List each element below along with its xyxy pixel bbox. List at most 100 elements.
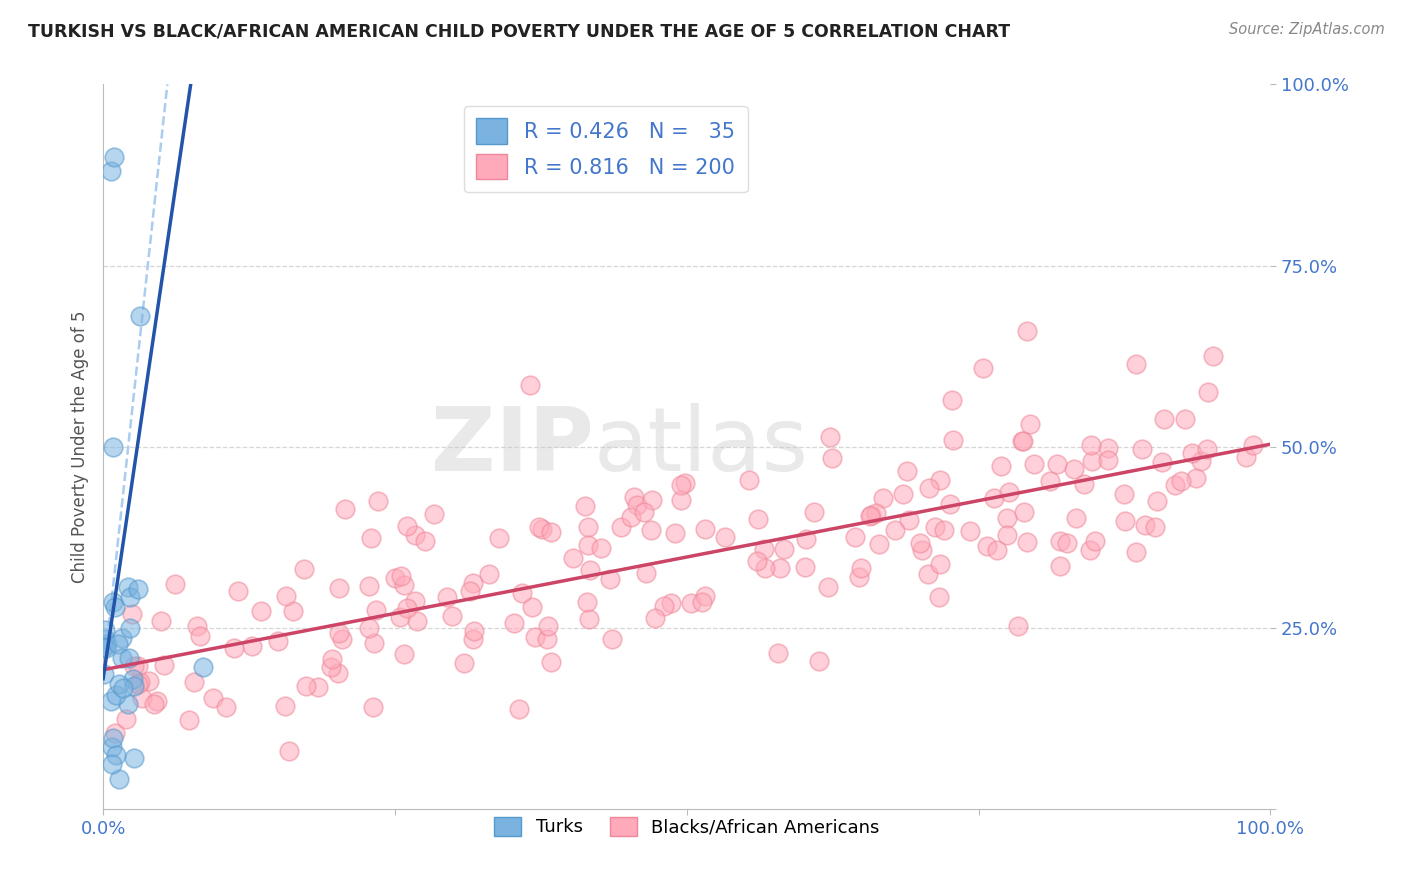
Point xyxy=(120,590,142,604)
Point xyxy=(103,150,125,164)
Point xyxy=(101,595,124,609)
Point xyxy=(1143,520,1166,534)
Point xyxy=(124,751,146,765)
Point xyxy=(321,652,343,666)
Point xyxy=(117,698,139,712)
Point xyxy=(917,567,939,582)
Point xyxy=(127,582,149,596)
Point xyxy=(681,596,703,610)
Point xyxy=(995,528,1018,542)
Point xyxy=(463,624,485,639)
Point xyxy=(633,505,655,519)
Point xyxy=(395,519,418,533)
Point xyxy=(100,739,122,754)
Point xyxy=(267,634,290,648)
Point xyxy=(292,562,315,576)
Point xyxy=(101,756,124,771)
Point xyxy=(115,712,138,726)
Point xyxy=(488,531,510,545)
Point xyxy=(364,602,387,616)
Point xyxy=(1234,450,1257,464)
Point xyxy=(1185,471,1208,485)
Point xyxy=(636,566,658,580)
Point xyxy=(423,507,446,521)
Point xyxy=(274,699,297,714)
Point xyxy=(1007,619,1029,633)
Point xyxy=(111,681,134,695)
Point xyxy=(330,632,353,646)
Y-axis label: Child Poverty Under the Age of 5: Child Poverty Under the Age of 5 xyxy=(72,310,89,583)
Point xyxy=(600,632,623,646)
Point xyxy=(108,772,131,787)
Point xyxy=(94,623,117,637)
Legend: Turks, Blacks/African Americans: Turks, Blacks/African Americans xyxy=(486,810,887,844)
Point xyxy=(127,677,149,691)
Point xyxy=(1046,457,1069,471)
Point xyxy=(104,726,127,740)
Point xyxy=(671,493,693,508)
Text: ZIP: ZIP xyxy=(430,403,593,491)
Point xyxy=(803,505,825,519)
Point xyxy=(818,429,841,443)
Point xyxy=(183,675,205,690)
Point xyxy=(1125,545,1147,559)
Point xyxy=(96,636,118,650)
Point xyxy=(659,596,682,610)
Point xyxy=(1078,542,1101,557)
Point xyxy=(461,632,484,647)
Point xyxy=(1080,438,1102,452)
Point xyxy=(579,563,602,577)
Point xyxy=(328,626,350,640)
Point xyxy=(191,659,214,673)
Point xyxy=(884,523,907,537)
Point xyxy=(392,647,415,661)
Point xyxy=(1066,511,1088,525)
Point xyxy=(122,672,145,686)
Point xyxy=(1170,474,1192,488)
Point xyxy=(959,524,981,539)
Point xyxy=(107,677,129,691)
Point xyxy=(540,656,562,670)
Point xyxy=(392,577,415,591)
Point xyxy=(215,700,238,714)
Point xyxy=(860,508,883,523)
Point xyxy=(576,594,599,608)
Point xyxy=(222,640,245,655)
Point xyxy=(404,594,426,608)
Point xyxy=(127,658,149,673)
Point xyxy=(363,636,385,650)
Text: TURKISH VS BLACK/AFRICAN AMERICAN CHILD POVERTY UNDER THE AGE OF 5 CORRELATION C: TURKISH VS BLACK/AFRICAN AMERICAN CHILD … xyxy=(28,22,1011,40)
Point xyxy=(131,691,153,706)
Point xyxy=(576,538,599,552)
Point xyxy=(1017,324,1039,338)
Point xyxy=(202,691,225,706)
Point xyxy=(367,493,389,508)
Point xyxy=(893,487,915,501)
Point xyxy=(536,632,558,646)
Point xyxy=(1130,442,1153,456)
Point xyxy=(129,310,152,324)
Point xyxy=(574,499,596,513)
Point xyxy=(986,543,1008,558)
Point xyxy=(440,609,463,624)
Point xyxy=(794,559,817,574)
Point xyxy=(361,699,384,714)
Point xyxy=(589,541,612,556)
Point xyxy=(249,604,271,618)
Point xyxy=(713,530,735,544)
Point xyxy=(1114,514,1136,528)
Point xyxy=(1195,442,1218,456)
Point xyxy=(1150,455,1173,469)
Point xyxy=(295,679,318,693)
Point xyxy=(142,698,165,712)
Point xyxy=(693,590,716,604)
Point xyxy=(928,590,950,604)
Point xyxy=(896,463,918,477)
Point xyxy=(640,523,662,537)
Point xyxy=(531,522,554,536)
Point xyxy=(1011,434,1033,449)
Point xyxy=(388,610,411,624)
Point xyxy=(1012,505,1035,519)
Point xyxy=(1084,533,1107,548)
Point xyxy=(389,569,412,583)
